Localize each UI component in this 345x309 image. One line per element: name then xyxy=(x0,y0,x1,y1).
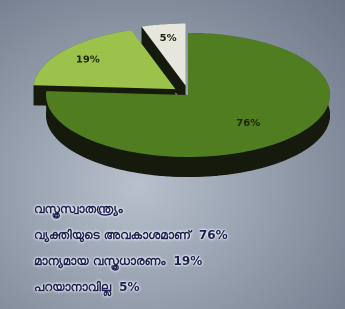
slice-label: 5% xyxy=(160,33,177,44)
legend-label: മാന്യമായ വസ്ത്രധാരണം xyxy=(34,254,166,268)
legend-value: 5% xyxy=(119,280,139,294)
screen: 76% 19% 5% വസ്ത്രസ്വാതന്ത്ര്യം വ്യക്തിയുടെ… xyxy=(0,0,345,309)
slice-label: 76% xyxy=(236,118,260,129)
legend-label: വസ്ത്രസ്വാതന്ത്ര്യം വ്യക്തിയുടെ അവകാശമാണ… xyxy=(34,202,191,242)
legend-entry: വസ്ത്രസ്വാതന്ത്ര്യം വ്യക്തിയുടെ അവകാശമാണ… xyxy=(34,196,334,248)
pie-chart: 76% 19% 5% xyxy=(0,0,345,195)
legend-entry: മാന്യമായ വസ്ത്രധാരണം 19% xyxy=(34,248,334,274)
legend-value: 76% xyxy=(199,228,228,242)
legend: വസ്ത്രസ്വാതന്ത്ര്യം വ്യക്തിയുടെ അവകാശമാണ… xyxy=(34,196,334,300)
legend-value: 19% xyxy=(174,254,203,268)
legend-label: പറയാനാവില്ല xyxy=(34,280,111,294)
legend-entry: പറയാനാവില്ല 5% xyxy=(34,274,334,300)
slice-label: 19% xyxy=(76,54,100,65)
